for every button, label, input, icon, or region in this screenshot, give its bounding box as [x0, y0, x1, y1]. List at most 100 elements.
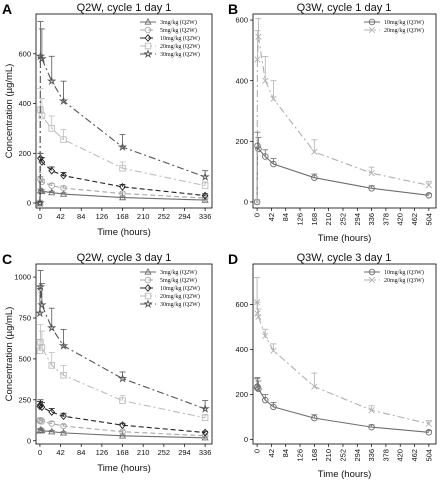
data-point [270, 347, 277, 354]
data-point [368, 185, 375, 192]
chart-title: Q2W, cycle 3 day 1 [77, 252, 172, 264]
plot-frame [35, 263, 213, 445]
legend-label: 5mg/kg (Q2W) [160, 277, 197, 284]
panel-letter: B [228, 1, 238, 17]
x-tick-label: 336 [199, 212, 212, 221]
legend-label: 3mg/kg (Q2W) [160, 19, 197, 26]
data-point [255, 33, 262, 40]
legend-marker [368, 18, 376, 26]
series-1 [253, 18, 432, 206]
data-point [200, 171, 210, 181]
chart-title: Q3W, cycle 1 day 1 [297, 2, 392, 14]
legend-marker [144, 292, 152, 300]
x-tick-label: 126 [96, 212, 109, 221]
data-point [201, 191, 209, 200]
data-point [119, 397, 126, 404]
x-tick-label: 294 [353, 449, 362, 462]
data-point [48, 420, 55, 427]
x-tick-label: 168 [310, 449, 319, 462]
y-tick-label: 0 [244, 435, 248, 444]
legend-label: 20mg/kg (Q3W) [384, 27, 424, 34]
x-tick-label: 84 [281, 213, 290, 221]
data-point [37, 299, 47, 309]
panel-letter: A [2, 1, 12, 17]
data-point [368, 423, 375, 431]
data-point [262, 396, 269, 404]
data-point [35, 308, 45, 318]
x-tick-label: 84 [77, 448, 85, 457]
x-tick-label: 126 [296, 213, 305, 226]
x-tick-label: 210 [324, 213, 333, 226]
x-tick-label: 504 [424, 449, 433, 462]
data-point [58, 340, 69, 350]
y-tick-label: 750 [18, 314, 31, 323]
x-tick-label: 336 [367, 449, 376, 462]
chart-title: Q3W, cycle 3 day 1 [297, 252, 392, 264]
x-tick-label: 168 [116, 212, 129, 221]
series-line [39, 109, 206, 204]
data-point [311, 148, 318, 156]
series-1 [253, 277, 432, 427]
series-line [39, 403, 206, 434]
series-line [256, 36, 429, 202]
legend-label: 3mg/kg (Q2W) [160, 269, 197, 276]
data-point [35, 282, 46, 291]
x-tick-label: 126 [296, 449, 305, 462]
data-point [262, 332, 269, 340]
data-point [270, 403, 277, 411]
data-point [425, 192, 433, 199]
x-tick-label: 126 [96, 448, 109, 457]
data-point [201, 432, 209, 440]
chart-panel-a: A Q2W, cycle 1 day 1 0 42 84 126 168 210 252 294 3… [2, 1, 213, 238]
x-tick-label: 252 [338, 449, 347, 462]
series-0 [253, 131, 433, 206]
x-tick-label: 210 [137, 448, 150, 457]
data-point [48, 427, 56, 435]
chart-panel-c: C Q2W, cycle 3 day 1 0 42 84 126 168 210 252 294 3… [2, 251, 213, 474]
chart-panel-b: B Q3W, cycle 1 day 1 0 42 84 126 168 210 252 294 3… [228, 1, 437, 244]
y-tick-label: 600 [235, 300, 248, 309]
legend: 3mg/kg (Q2W)5mg/kg (Q2W)10mg/kg (Q2W)20m… [140, 267, 200, 308]
data-point [425, 182, 432, 189]
x-tick-label: 42 [267, 213, 276, 221]
series-line [256, 302, 429, 425]
x-tick-label: 84 [281, 449, 290, 457]
data-point [262, 153, 269, 160]
x-axis-label: Time (hours) [97, 227, 151, 238]
data-point [38, 426, 46, 434]
legend: 10mg/kg (Q3W)20mg/kg (Q3W) [364, 268, 424, 284]
data-point [201, 414, 209, 422]
x-tick-label: 462 [410, 213, 419, 226]
x-tick-label: 336 [199, 448, 212, 457]
legend-marker [143, 299, 153, 308]
x-tick-label: 294 [178, 212, 191, 221]
data-point [59, 189, 68, 197]
legend-marker [368, 268, 376, 276]
data-point [38, 344, 46, 351]
legend-label: 30mg/kg (Q2W) [160, 51, 200, 58]
panel-letter: D [228, 251, 238, 267]
x-tick-label: 210 [137, 212, 150, 221]
data-point [38, 403, 46, 412]
y-tick-label: 400 [235, 345, 248, 354]
y-tick-label: 200 [235, 137, 248, 146]
x-axis-label: Time (hours) [318, 469, 372, 480]
y-tick-label: 600 [18, 49, 31, 58]
x-tick-label: 420 [396, 449, 405, 462]
legend-marker [144, 276, 152, 284]
data-point [48, 166, 56, 175]
data-point [59, 428, 68, 436]
data-point [60, 422, 67, 430]
y-tick-label: 0 [27, 436, 31, 445]
y-tick-label: 500 [18, 355, 31, 364]
x-tick-label: 336 [367, 213, 376, 226]
data-point [255, 313, 262, 320]
x-tick-label: 0 [38, 212, 42, 221]
y-axis-label: Concentration (µg/mL) [4, 64, 15, 159]
x-tick-label: 504 [424, 213, 433, 226]
data-point [201, 433, 209, 441]
legend-label: 10mg/kg (Q3W) [384, 19, 424, 26]
plot-frame [252, 263, 437, 445]
legend-marker [144, 267, 152, 275]
